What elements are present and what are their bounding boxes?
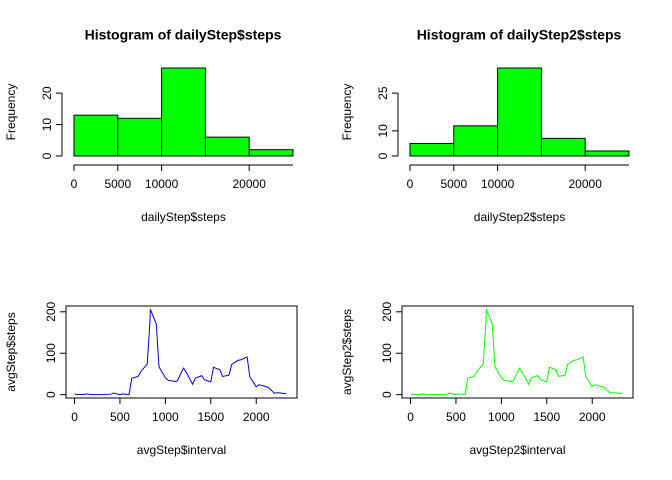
x-axis-label: avgStep$interval	[137, 443, 226, 457]
bar	[117, 117, 163, 157]
y-tick-label: 10	[40, 118, 54, 132]
bar	[497, 67, 542, 157]
x-tick-label: 0	[407, 410, 414, 424]
x-tick-label: 0	[407, 177, 414, 191]
x-tick-label: 1500	[533, 410, 560, 424]
x-tick-label: 1000	[152, 410, 179, 424]
x-axis-label: avgStep2$interval	[469, 443, 565, 457]
bar	[453, 125, 499, 157]
x-tick-label: 20000	[233, 177, 267, 191]
y-tick-label: 25	[376, 86, 390, 100]
x-tick-label: 1000	[488, 410, 515, 424]
data-line	[74, 309, 287, 396]
y-axis-label: avgStep$steps	[4, 312, 18, 391]
bar	[161, 67, 206, 157]
x-tick-label: 0	[71, 177, 78, 191]
plot-box	[65, 305, 298, 399]
y-axis-label: Frequency	[340, 84, 354, 141]
y-tick-label: 0	[40, 152, 54, 159]
x-axis-label: dailyStep2$steps	[474, 210, 565, 224]
y-tick-label: 200	[44, 301, 58, 321]
x-tick-label: 2000	[243, 410, 270, 424]
chart-title: Histogram of dailyStep2$steps	[417, 27, 622, 43]
x-tick-label: 5000	[440, 177, 467, 191]
bar	[540, 137, 586, 157]
bar	[248, 149, 294, 157]
y-tick-label: 200	[380, 301, 394, 321]
x-tick-label: 2000	[579, 410, 606, 424]
y-axis-label: Frequency	[4, 84, 18, 141]
y-tick-label: 20	[40, 86, 54, 100]
y-tick-label: 0	[380, 391, 394, 398]
y-tick-label: 10	[376, 124, 390, 138]
x-tick-label: 500	[446, 410, 466, 424]
bar	[73, 114, 119, 157]
x-tick-label: 1500	[197, 410, 224, 424]
x-tick-label: 0	[71, 410, 78, 424]
y-tick-label: 0	[376, 152, 390, 159]
x-tick-label: 20000	[569, 177, 603, 191]
chart-title: Histogram of dailyStep$steps	[85, 27, 282, 43]
plot-box	[401, 305, 634, 399]
data-line	[410, 309, 623, 396]
x-axis-label: dailyStep$steps	[141, 210, 226, 224]
x-tick-label: 500	[110, 410, 130, 424]
y-tick-label: 100	[44, 343, 58, 363]
x-tick-label: 10000	[481, 177, 515, 191]
bar	[204, 136, 250, 157]
y-tick-label: 0	[44, 391, 58, 398]
x-tick-label: 10000	[145, 177, 179, 191]
bar	[584, 150, 630, 157]
y-axis-label: avgStep2$steps	[340, 309, 354, 395]
y-tick-label: 100	[380, 343, 394, 363]
bar	[409, 142, 455, 157]
x-tick-label: 5000	[104, 177, 131, 191]
